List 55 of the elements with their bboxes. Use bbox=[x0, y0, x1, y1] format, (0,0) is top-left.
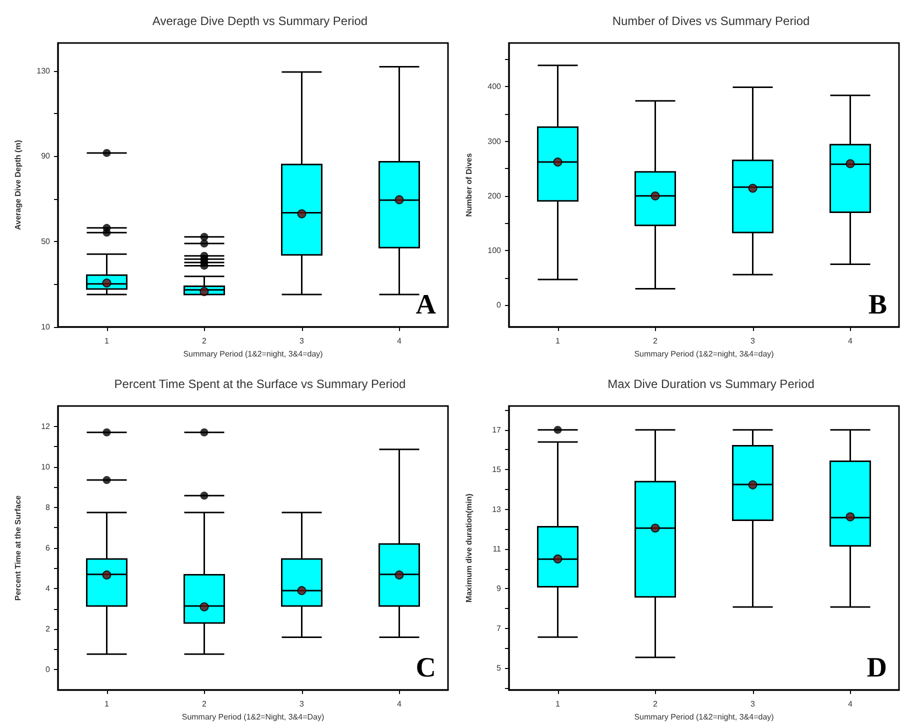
x-axis-title: Summary Period (1&2=Night, 3&4=Day) bbox=[182, 712, 324, 722]
x-axis-title: Summary Period (1&2=night, 3&4=day) bbox=[634, 349, 774, 358]
y-axis-title: Average Dive Depth (m) bbox=[14, 140, 22, 230]
x-tick-label: 2 bbox=[653, 700, 658, 708]
x-tick-label: 4 bbox=[397, 700, 402, 708]
annotation: D bbox=[866, 652, 888, 684]
y-tick-label: 0 bbox=[46, 665, 51, 674]
y-axis-title: Number of Dives bbox=[464, 152, 474, 217]
y-tick-label: 10 bbox=[41, 462, 51, 472]
y-tick-label: 8 bbox=[46, 502, 51, 512]
x-tick-label: 3 bbox=[750, 336, 756, 346]
y-tick-label: 2 bbox=[46, 624, 51, 634]
y-tick-label: 11 bbox=[492, 544, 502, 554]
y-tick-label: 100 bbox=[488, 246, 502, 256]
x-tick-label: 3 bbox=[300, 336, 305, 346]
y-tick-label: 17 bbox=[492, 425, 502, 434]
x-tick-label: 1 bbox=[556, 700, 561, 708]
y-tick-label: 0 bbox=[496, 300, 502, 310]
y-tick-label: 400 bbox=[488, 82, 502, 92]
y-tick-label: 200 bbox=[488, 191, 502, 200]
y-tick-label: 4 bbox=[46, 584, 51, 594]
y-tick-label: 300 bbox=[488, 136, 502, 146]
y-tick-label: 7 bbox=[496, 624, 502, 633]
y-tick-label: 50 bbox=[41, 237, 51, 246]
annotation: B bbox=[868, 290, 888, 320]
chart-title: Max Dive Duration vs Summary Period bbox=[608, 377, 814, 391]
y-tick-label: 9 bbox=[496, 584, 502, 594]
y-axis-title: Maximum dive duration(min) bbox=[464, 493, 474, 602]
y-tick-label: 15 bbox=[492, 465, 502, 474]
x-tick-label: 2 bbox=[202, 336, 208, 346]
y-axis-title: Percent Time at the Surface bbox=[14, 494, 22, 601]
x-tick-label: 4 bbox=[397, 336, 402, 346]
y-tick-label: 6 bbox=[46, 544, 51, 552]
chart-title: Average Dive Depth vs Summary Period bbox=[152, 14, 368, 28]
y-tick-label: 5 bbox=[496, 664, 502, 673]
y-tick-label: 13 bbox=[492, 504, 502, 514]
x-tick-label: 4 bbox=[848, 336, 854, 346]
x-axis-title: Summary Period (1&2=night, 3&4=day) bbox=[183, 349, 324, 358]
annotation: C bbox=[416, 652, 436, 684]
y-tick-label: 10 bbox=[41, 322, 51, 332]
x-tick-label: 1 bbox=[104, 336, 110, 346]
x-tick-label: 3 bbox=[300, 700, 305, 708]
x-tick-label: 2 bbox=[202, 700, 208, 708]
y-tick-label: 130 bbox=[36, 66, 51, 76]
chart-title: Number of Dives vs Summary Period bbox=[612, 14, 810, 28]
x-tick-label: 2 bbox=[653, 336, 658, 346]
x-axis-title: Summary Period (1&2=night, 3&4=day) bbox=[634, 712, 774, 722]
x-tick-label: 1 bbox=[556, 336, 561, 346]
y-tick-label: 90 bbox=[41, 152, 51, 161]
x-tick-label: 1 bbox=[104, 700, 110, 708]
x-tick-label: 4 bbox=[848, 700, 854, 708]
annotation: A bbox=[416, 290, 437, 320]
x-tick-label: 3 bbox=[750, 700, 756, 708]
y-tick-label: 12 bbox=[41, 422, 51, 431]
chart-title: Percent Time Spent at the Surface vs Summary Period bbox=[114, 377, 406, 391]
